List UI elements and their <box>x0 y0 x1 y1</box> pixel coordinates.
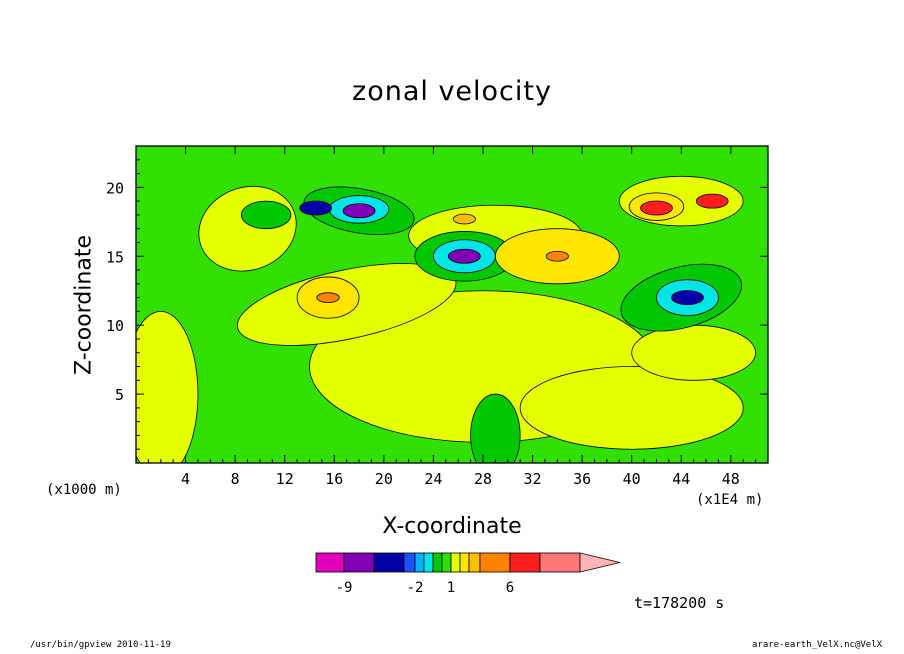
y-tick-label: 5 <box>115 386 124 404</box>
contour-core <box>316 292 340 303</box>
y-unit-label: (x1000 m) <box>46 482 122 498</box>
x-tick-label: 12 <box>276 470 294 488</box>
x-tick-label: 24 <box>424 470 442 488</box>
colorbar-extend-arrow <box>579 552 621 573</box>
contour-core <box>545 250 569 262</box>
x-tick-label: 20 <box>375 470 393 488</box>
colorbar-swatch <box>432 552 443 573</box>
contour-region <box>240 200 292 230</box>
x-axis: 4 8 12 16 20 24 28 32 36 40 44 48 <box>147 146 757 488</box>
x-tick-label: 4 <box>181 470 190 488</box>
page-title: zonal velocity <box>352 76 552 107</box>
colorbar-swatch <box>441 552 452 573</box>
colorbar-swatch <box>509 552 541 573</box>
contour-region <box>136 311 199 463</box>
x-unit-label: (x1E4 m) <box>696 492 764 508</box>
time-annotation: t=178200 s <box>634 594 725 612</box>
colorbar-swatch <box>479 552 511 573</box>
colorbar-swatch <box>468 552 481 573</box>
colorbar-swatch <box>403 552 416 573</box>
colorbar-swatch <box>450 552 461 573</box>
x-axis-label: X-coordinate <box>382 514 522 539</box>
y-tick-label: 10 <box>106 317 124 335</box>
colorbar-label: -9 <box>336 580 353 596</box>
colorbar-label: 6 <box>506 580 514 596</box>
contour-core <box>640 200 673 216</box>
colorbar-swatch <box>459 552 470 573</box>
colorbar-swatch <box>414 552 425 573</box>
contour-region <box>631 324 757 381</box>
x-tick-label: 16 <box>325 470 343 488</box>
contour-core <box>342 203 376 219</box>
colorbar-swatch <box>423 552 434 573</box>
y-tick-label: 20 <box>106 179 124 197</box>
contour-region <box>470 393 521 463</box>
contour-core <box>299 200 333 216</box>
x-tick-label: 8 <box>231 470 240 488</box>
x-tick-label: 36 <box>573 470 591 488</box>
contour-region <box>519 366 744 450</box>
plot-frame <box>135 145 769 464</box>
colorbar: -9 -2 1 6 <box>315 552 621 596</box>
x-tick-label: 28 <box>474 470 492 488</box>
x-tick-label: 32 <box>524 470 542 488</box>
x-tick-label: 44 <box>672 470 690 488</box>
footer-right: arare-earth_VelX.nc@VelX <box>752 640 883 650</box>
velocity-field <box>136 146 768 463</box>
contour-core <box>695 193 729 209</box>
colorbar-swatch <box>315 552 345 573</box>
colorbar-swatch <box>373 552 405 573</box>
y-axis: 5 10 15 20 <box>106 159 768 450</box>
colorbar-label: 1 <box>447 580 455 596</box>
x-tick-label: 40 <box>623 470 641 488</box>
colorbar-swatch <box>539 552 581 573</box>
colorbar-swatch <box>343 552 375 573</box>
x-tick-label: 48 <box>722 470 740 488</box>
y-tick-label: 15 <box>106 248 124 266</box>
contour-core <box>671 290 704 306</box>
contour-core <box>452 213 476 225</box>
y-axis-label: Z-coordinate <box>71 235 97 375</box>
contour-core <box>447 248 481 264</box>
colorbar-label: -2 <box>407 580 424 596</box>
footer-left: /usr/bin/gpview 2010-11-19 <box>30 640 171 650</box>
